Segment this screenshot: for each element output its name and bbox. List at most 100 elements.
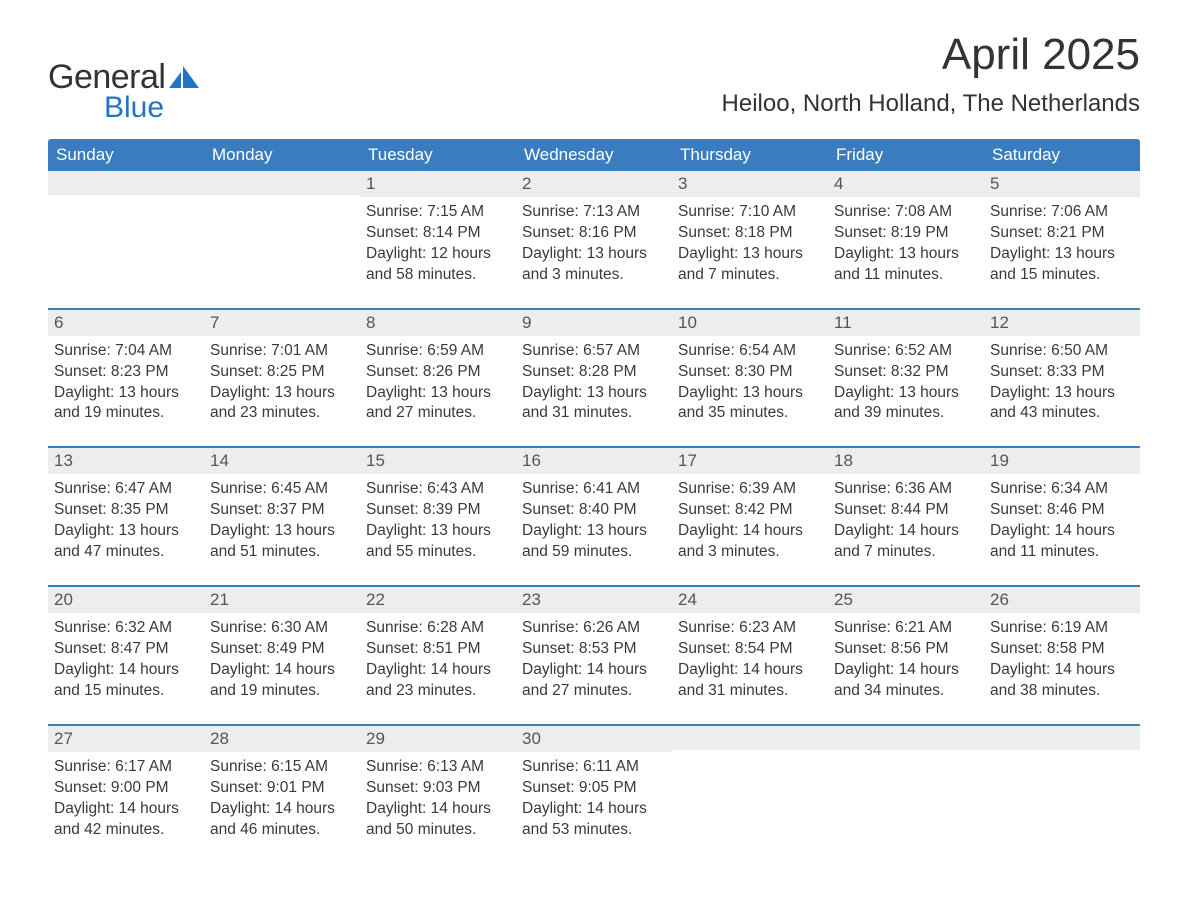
calendar-cell: 20Sunrise: 6:32 AMSunset: 8:47 PMDayligh… [48,587,204,706]
day-details: Sunrise: 6:41 AMSunset: 8:40 PMDaylight:… [522,479,666,563]
calendar-cell: 25 Sunrise: 6:21 AMSunset: 8:56 PMDayligh… [828,587,984,706]
calendar-cell: 28 Sunrise: 6:15 AMSunset: 9:01 PMDayligh… [204,726,360,845]
day-number: 9 [516,310,672,336]
day-number: 16 [516,448,672,474]
calendar-week: 27 Sunrise: 6:17 AMSunset: 9:00 PMDayligh… [48,724,1140,845]
calendar-cell [204,171,360,290]
dow-sun: Sunday [48,139,204,171]
day-number [48,171,204,195]
day-details: Sunrise: 6:13 AMSunset: 9:03 PMDaylight:… [366,757,510,841]
calendar-cell: 21Sunrise: 6:30 AMSunset: 8:49 PMDayligh… [204,587,360,706]
day-number [828,726,984,750]
day-number: 5 [984,171,1140,197]
calendar-cell: 18 Sunrise: 6:36 AMSunset: 8:44 PMDayligh… [828,448,984,567]
day-number: 12 [984,310,1140,336]
day-number [204,171,360,195]
day-details: Sunrise: 6:50 AMSunset: 8:33 PMDaylight:… [990,341,1134,425]
calendar-cell [828,726,984,845]
day-number: 14 [204,448,360,474]
day-number: 24 [672,587,828,613]
day-details: Sunrise: 7:15 AMSunset: 8:14 PMDaylight:… [366,202,510,286]
logo-sail-icon [169,66,199,93]
dow-sat: Saturday [984,139,1140,171]
calendar-cell: 6Sunrise: 7:04 AMSunset: 8:23 PMDaylight… [48,310,204,429]
calendar: Sunday Monday Tuesday Wednesday Thursday… [48,139,1140,844]
day-number: 17 [672,448,828,474]
day-number: 25 [828,587,984,613]
calendar-cell: 29 Sunrise: 6:13 AMSunset: 9:03 PMDayligh… [360,726,516,845]
day-number: 10 [672,310,828,336]
calendar-cell: 3 Sunrise: 7:10 AMSunset: 8:18 PMDaylight… [672,171,828,290]
day-details: Sunrise: 7:08 AMSunset: 8:19 PMDaylight:… [834,202,978,286]
day-details: Sunrise: 6:15 AMSunset: 9:01 PMDaylight:… [210,757,354,841]
calendar-cell: 27 Sunrise: 6:17 AMSunset: 9:00 PMDayligh… [48,726,204,845]
day-details: Sunrise: 6:57 AMSunset: 8:28 PMDaylight:… [522,341,666,425]
calendar-cell: 17 Sunrise: 6:39 AMSunset: 8:42 PMDayligh… [672,448,828,567]
logo-text-blue: Blue [104,91,164,125]
month-title: April 2025 [722,30,1140,80]
day-details: Sunrise: 6:36 AMSunset: 8:44 PMDaylight:… [834,479,978,563]
day-number: 8 [360,310,516,336]
day-number: 29 [360,726,516,752]
calendar-cell: 9 Sunrise: 6:57 AMSunset: 8:28 PMDaylight… [516,310,672,429]
calendar-cell: 16 Sunrise: 6:41 AMSunset: 8:40 PMDayligh… [516,448,672,567]
calendar-cell [48,171,204,290]
day-details: Sunrise: 6:11 AMSunset: 9:05 PMDaylight:… [522,757,666,841]
day-details: Sunrise: 6:43 AMSunset: 8:39 PMDaylight:… [366,479,510,563]
day-of-week-header: Sunday Monday Tuesday Wednesday Thursday… [48,139,1140,171]
day-number: 4 [828,171,984,197]
calendar-cell: 19 Sunrise: 6:34 AMSunset: 8:46 PMDayligh… [984,448,1140,567]
day-number: 18 [828,448,984,474]
calendar-cell: 12 Sunrise: 6:50 AMSunset: 8:33 PMDayligh… [984,310,1140,429]
location: Heiloo, North Holland, The Netherlands [722,90,1140,118]
calendar-cell: 11Sunrise: 6:52 AMSunset: 8:32 PMDayligh… [828,310,984,429]
day-number: 27 [48,726,204,752]
calendar-cell: 23Sunrise: 6:26 AMSunset: 8:53 PMDayligh… [516,587,672,706]
titles: April 2025 Heiloo, North Holland, The Ne… [722,30,1140,118]
dow-wed: Wednesday [516,139,672,171]
calendar-body: 1Sunrise: 7:15 AMSunset: 8:14 PMDaylight… [48,171,1140,844]
day-number: 19 [984,448,1140,474]
day-details: Sunrise: 7:10 AMSunset: 8:18 PMDaylight:… [678,202,822,286]
day-number: 3 [672,171,828,197]
day-details: Sunrise: 6:59 AMSunset: 8:26 PMDaylight:… [366,341,510,425]
calendar-week: 13Sunrise: 6:47 AMSunset: 8:35 PMDayligh… [48,446,1140,567]
dow-tue: Tuesday [360,139,516,171]
dow-fri: Friday [828,139,984,171]
calendar-cell: 8 Sunrise: 6:59 AMSunset: 8:26 PMDaylight… [360,310,516,429]
day-details: Sunrise: 6:17 AMSunset: 9:00 PMDaylight:… [54,757,198,841]
day-details: Sunrise: 6:54 AMSunset: 8:30 PMDaylight:… [678,341,822,425]
day-number: 2 [516,171,672,197]
day-number: 20 [48,587,204,613]
day-details: Sunrise: 7:13 AMSunset: 8:16 PMDaylight:… [522,202,666,286]
day-details: Sunrise: 6:34 AMSunset: 8:46 PMDaylight:… [990,479,1134,563]
day-number: 28 [204,726,360,752]
day-number: 7 [204,310,360,336]
calendar-cell [984,726,1140,845]
day-number: 15 [360,448,516,474]
calendar-cell: 5 Sunrise: 7:06 AMSunset: 8:21 PMDaylight… [984,171,1140,290]
day-details: Sunrise: 6:19 AMSunset: 8:58 PMDaylight:… [990,618,1134,702]
calendar-cell: 2 Sunrise: 7:13 AMSunset: 8:16 PMDaylight… [516,171,672,290]
day-details: Sunrise: 6:23 AMSunset: 8:54 PMDaylight:… [678,618,822,702]
calendar-week: 1Sunrise: 7:15 AMSunset: 8:14 PMDaylight… [48,171,1140,290]
calendar-cell: 14Sunrise: 6:45 AMSunset: 8:37 PMDayligh… [204,448,360,567]
day-details: Sunrise: 7:04 AMSunset: 8:23 PMDaylight:… [54,341,198,425]
day-number: 26 [984,587,1140,613]
logo: General Blue [48,30,199,125]
day-number: 30 [516,726,672,752]
dow-mon: Monday [204,139,360,171]
dow-thu: Thursday [672,139,828,171]
day-details: Sunrise: 6:21 AMSunset: 8:56 PMDaylight:… [834,618,978,702]
calendar-week: 20Sunrise: 6:32 AMSunset: 8:47 PMDayligh… [48,585,1140,706]
day-details: Sunrise: 7:06 AMSunset: 8:21 PMDaylight:… [990,202,1134,286]
day-number: 22 [360,587,516,613]
day-details: Sunrise: 7:01 AMSunset: 8:25 PMDaylight:… [210,341,354,425]
calendar-cell: 26 Sunrise: 6:19 AMSunset: 8:58 PMDayligh… [984,587,1140,706]
calendar-week: 6Sunrise: 7:04 AMSunset: 8:23 PMDaylight… [48,308,1140,429]
day-details: Sunrise: 6:39 AMSunset: 8:42 PMDaylight:… [678,479,822,563]
calendar-cell: 15 Sunrise: 6:43 AMSunset: 8:39 PMDayligh… [360,448,516,567]
calendar-cell: 10 Sunrise: 6:54 AMSunset: 8:30 PMDayligh… [672,310,828,429]
day-details: Sunrise: 6:47 AMSunset: 8:35 PMDaylight:… [54,479,198,563]
day-details: Sunrise: 6:26 AMSunset: 8:53 PMDaylight:… [522,618,666,702]
